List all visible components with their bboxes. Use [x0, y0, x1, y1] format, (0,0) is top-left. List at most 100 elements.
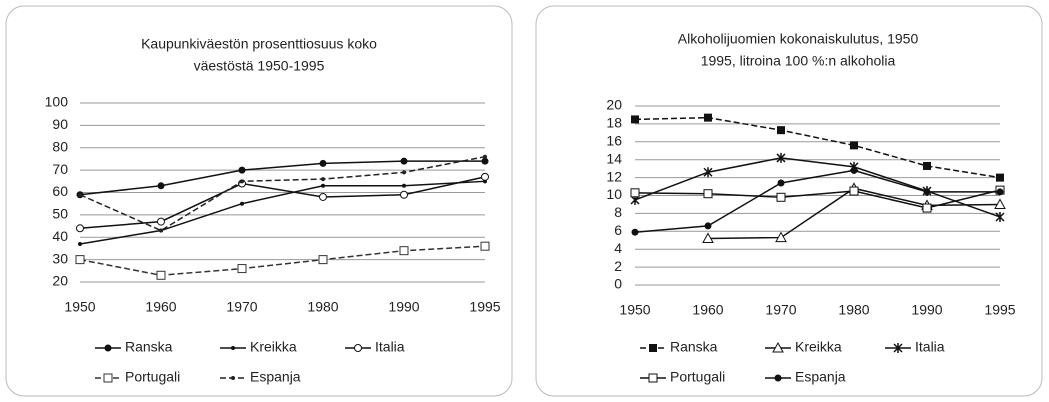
marker: [319, 159, 327, 167]
marker: [481, 172, 489, 181]
series-line: [79, 155, 486, 232]
x-tick-label: 1960: [145, 299, 176, 315]
marker: [75, 255, 85, 265]
legend-label: Ranska: [670, 339, 718, 355]
marker: [996, 173, 1004, 182]
marker: [703, 189, 713, 199]
y-tick-label: 100: [45, 94, 69, 110]
y-tick-label: 70: [52, 161, 68, 177]
x-tick-label: 1970: [765, 302, 796, 318]
marker: [237, 264, 247, 274]
marker: [399, 246, 409, 256]
y-tick-label: 12: [606, 168, 622, 184]
x-tick-label: 1980: [838, 302, 869, 318]
marker: [922, 203, 932, 213]
y-tick-label: 10: [606, 186, 622, 202]
series-line: [634, 116, 1001, 179]
marker: [923, 161, 931, 170]
marker: [994, 198, 1006, 209]
y-tick-label: 50: [52, 206, 68, 222]
marker: [157, 182, 165, 190]
marker: [893, 343, 903, 353]
chart-title: Kaupunkiväestön prosenttiosuus koko: [141, 36, 377, 52]
marker: [157, 217, 165, 226]
marker: [775, 231, 787, 243]
marker: [231, 376, 235, 380]
marker: [776, 152, 786, 163]
marker: [402, 170, 406, 175]
x-tick-label: 1970: [226, 299, 257, 315]
marker: [238, 166, 246, 174]
x-tick-label: 1990: [388, 299, 419, 315]
marker: [240, 179, 244, 184]
legend-label: Italia: [915, 339, 945, 355]
marker: [631, 228, 639, 236]
marker: [776, 192, 786, 202]
marker: [78, 241, 82, 246]
marker: [156, 270, 166, 280]
marker: [400, 190, 408, 199]
panel: [5, 5, 513, 397]
y-tick-label: 30: [52, 250, 68, 266]
marker: [354, 344, 362, 352]
marker: [481, 157, 489, 165]
marker: [240, 201, 244, 206]
y-tick-label: 2: [614, 258, 622, 274]
x-tick-label: 1950: [64, 299, 95, 315]
marker: [777, 126, 785, 135]
chart-title: Alkoholijuomien kokonaiskulutus, 1950: [678, 31, 919, 47]
series-line: [634, 169, 1000, 233]
marker: [104, 344, 112, 352]
marker: [78, 192, 82, 197]
marker: [703, 167, 713, 178]
marker: [159, 228, 163, 233]
panel: [535, 5, 1043, 397]
y-tick-label: 60: [52, 183, 68, 199]
series-line: [79, 245, 486, 277]
legend-label: Kreikka: [250, 339, 297, 355]
legend-label: Portugali: [670, 369, 725, 385]
y-tick-label: 20: [606, 97, 622, 113]
legend-label: Italia: [375, 339, 405, 355]
marker: [400, 157, 408, 165]
y-tick-label: 6: [614, 222, 622, 238]
marker: [923, 188, 931, 196]
series-line: [79, 160, 485, 196]
y-tick-label: 14: [606, 150, 622, 166]
y-tick-label: 40: [52, 228, 68, 244]
marker: [321, 177, 325, 182]
marker: [849, 186, 859, 196]
marker: [850, 141, 858, 150]
marker: [777, 179, 785, 187]
y-tick-label: 18: [606, 115, 622, 131]
y-tick-label: 90: [52, 116, 68, 132]
marker: [231, 346, 235, 350]
y-tick-label: 4: [614, 240, 622, 256]
marker: [772, 341, 784, 353]
marker: [996, 188, 1004, 196]
legend-label: Portugali: [125, 369, 180, 385]
marker: [850, 166, 858, 174]
x-tick-label: 1960: [692, 302, 723, 318]
legend-label: Espanja: [250, 369, 301, 385]
chart-title: 1995, litroina 100 %:n alkoholia: [701, 53, 896, 69]
chart-title: väestöstä 1950-1995: [194, 58, 325, 74]
x-tick-label: 1990: [911, 302, 942, 318]
marker: [995, 211, 1005, 222]
marker: [318, 255, 328, 265]
marker: [103, 373, 113, 383]
marker: [649, 344, 657, 352]
marker: [774, 374, 782, 382]
legend-label: Espanja: [795, 369, 846, 385]
marker: [704, 222, 712, 230]
series-line: [634, 189, 1001, 209]
marker: [321, 183, 325, 188]
marker: [76, 224, 84, 233]
marker: [704, 113, 712, 122]
series-line: [79, 176, 486, 230]
x-tick-label: 1980: [307, 299, 338, 315]
x-tick-label: 1995: [984, 302, 1015, 318]
marker: [702, 232, 714, 243]
